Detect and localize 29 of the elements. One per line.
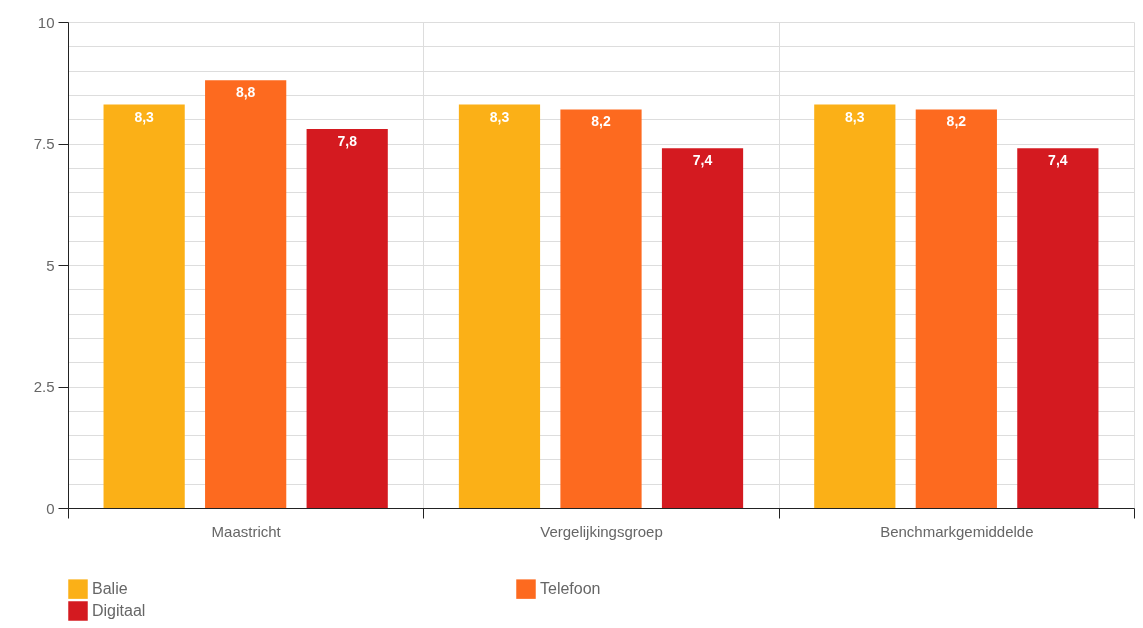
bar xyxy=(306,128,388,508)
data-label: 7,4 xyxy=(1048,152,1068,169)
data-label: 8,2 xyxy=(591,113,611,130)
data-label: 8,2 xyxy=(946,113,967,130)
bar xyxy=(560,109,642,508)
x-tick-label: Vergelijkingsgroep xyxy=(540,522,663,540)
bar xyxy=(1017,148,1099,508)
x-tick-label: Maastricht xyxy=(211,522,282,540)
bar xyxy=(915,109,997,508)
y-tick-label: 0 xyxy=(46,499,55,517)
data-label: 7,4 xyxy=(692,152,713,169)
y-tick-label: 10 xyxy=(37,13,55,31)
data-label: 7,8 xyxy=(337,132,358,149)
y-tick-label: 5 xyxy=(46,256,55,274)
y-tick-label: 7.5 xyxy=(33,135,55,152)
x-tick-label: Benchmarkgemiddelde xyxy=(880,522,1034,540)
data-label: 8,3 xyxy=(134,108,155,125)
data-label: 8,3 xyxy=(489,108,510,125)
data-label: 8,3 xyxy=(845,108,865,125)
bar xyxy=(661,148,744,508)
bar xyxy=(205,80,287,508)
bar xyxy=(458,104,541,508)
bar xyxy=(814,104,896,508)
data-label: 8,8 xyxy=(235,84,256,101)
legend-label: Digitaal xyxy=(92,602,146,619)
legend-label: Telefoon xyxy=(540,580,601,598)
bar xyxy=(103,104,185,508)
y-tick-label: 2.5 xyxy=(33,378,55,395)
legend-label: Balie xyxy=(92,580,128,598)
